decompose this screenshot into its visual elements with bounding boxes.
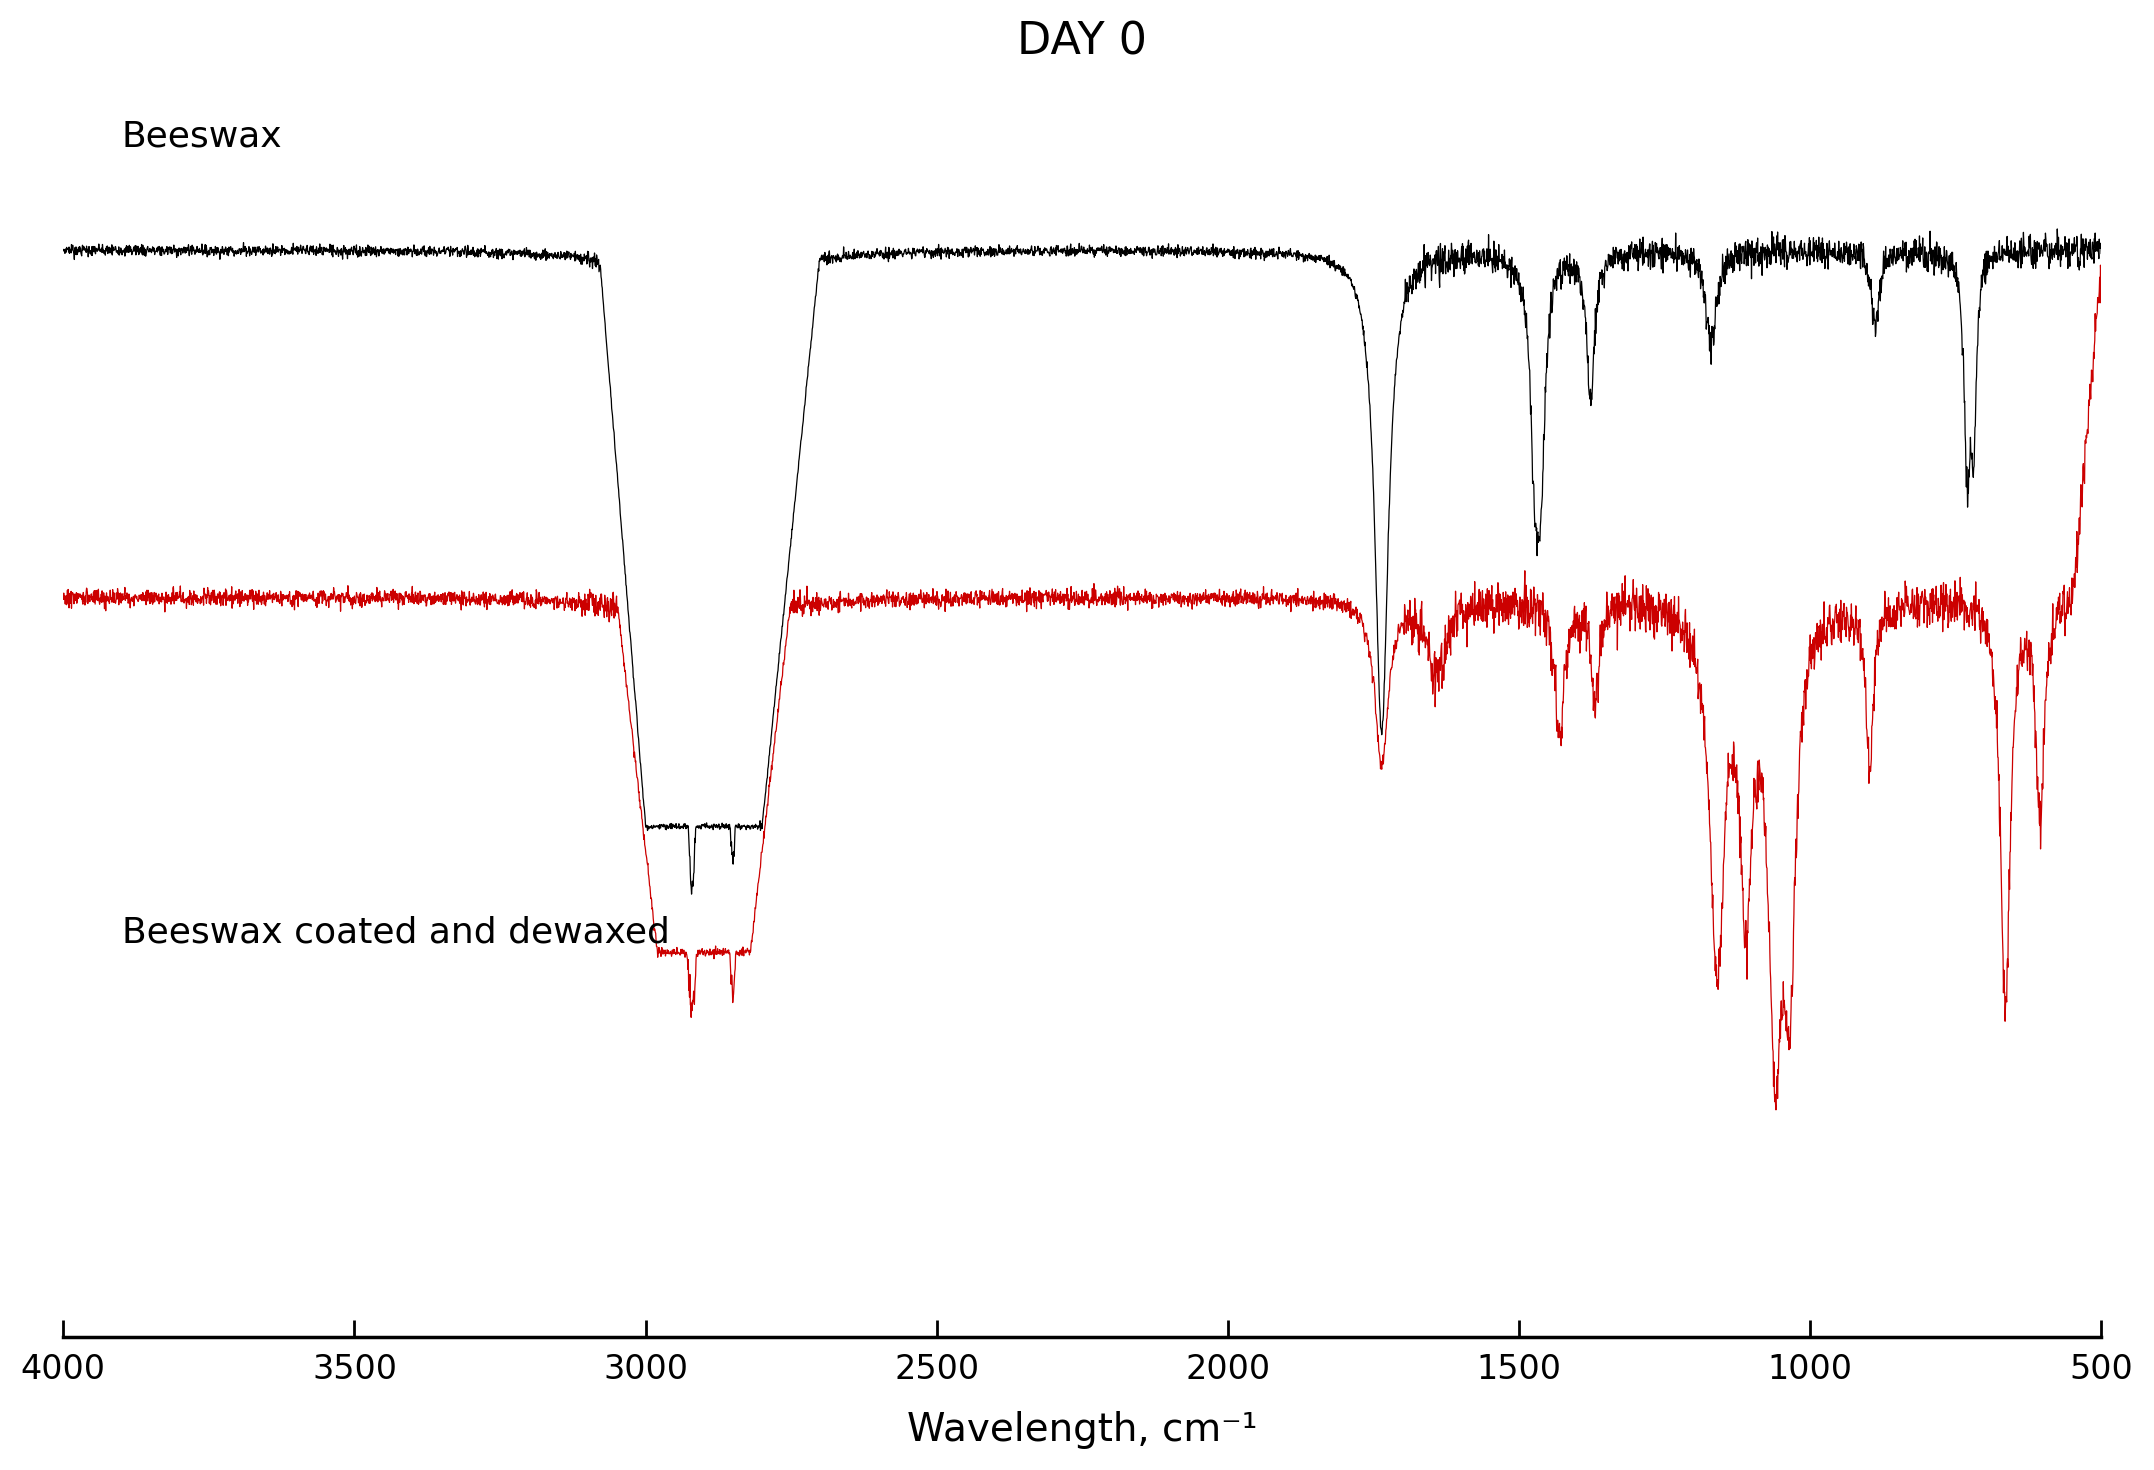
Title: DAY 0: DAY 0: [1017, 21, 1148, 63]
Text: Beeswax: Beeswax: [121, 119, 282, 154]
Text: Beeswax coated and dewaxed: Beeswax coated and dewaxed: [121, 916, 670, 950]
X-axis label: Wavelength, cm⁻¹: Wavelength, cm⁻¹: [907, 1411, 1258, 1449]
